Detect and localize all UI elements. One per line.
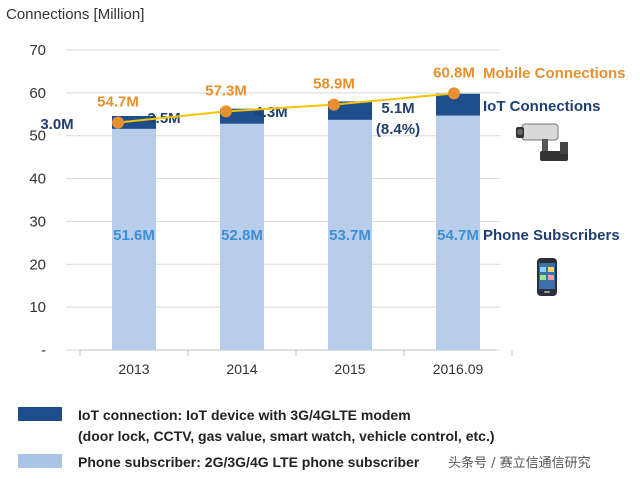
watermark: 头条号 / 赛立信通信研究 bbox=[448, 452, 591, 471]
data-label-mobile: 58.9M bbox=[313, 76, 355, 93]
data-label-phone: 54.7M bbox=[437, 227, 479, 244]
connections-chart: Connections [Million] - 10 20 30 40 50 60 70 2013… bbox=[6, 6, 626, 377]
y-tick-label: 60 bbox=[29, 85, 46, 102]
data-label-iot: 5.1M bbox=[381, 100, 414, 117]
legend-label-iot: IoT connection: IoT device with 3G/4GLTE… bbox=[78, 407, 411, 423]
point-mobile-connections bbox=[328, 98, 340, 111]
y-tick-label: 50 bbox=[29, 128, 46, 145]
legend-label-phone: Phone subscriber: 2G/3G/4G LTE phone sub… bbox=[78, 454, 420, 470]
y-tick-label: 70 bbox=[29, 42, 46, 59]
point-mobile-connections bbox=[220, 105, 232, 118]
data-label-phone: 52.8M bbox=[221, 227, 263, 244]
legend-item-iot: IoT connection: IoT device with 3G/4GLTE… bbox=[18, 405, 495, 447]
bar-phone-subscribers bbox=[112, 128, 156, 350]
data-label-mobile: 57.3M bbox=[205, 82, 247, 99]
data-label-iot-share: (8.4%) bbox=[376, 121, 420, 138]
y-axis-title: Connections [Million] bbox=[6, 6, 144, 23]
data-label-phone: 51.6M bbox=[113, 227, 155, 244]
data-label-mobile: 54.7M bbox=[97, 94, 139, 111]
y-tick-label: - bbox=[41, 342, 46, 359]
legend-swatch-iot bbox=[18, 407, 62, 421]
bar-phone-subscribers bbox=[328, 119, 372, 350]
legend-note-iot: (door lock, CCTV, gas value, smart watch… bbox=[78, 428, 495, 444]
side-label-mobile: Mobile Connections bbox=[483, 65, 626, 82]
data-label-mobile: 60.8M bbox=[433, 64, 475, 81]
side-label-iot: IoT Connections bbox=[483, 98, 601, 115]
x-tick-label: 2013 bbox=[118, 361, 149, 377]
y-tick-label: 40 bbox=[29, 171, 46, 188]
y-tick-label: 10 bbox=[29, 299, 46, 316]
y-tick-label: 30 bbox=[29, 213, 46, 230]
smartphone-icon bbox=[537, 258, 557, 296]
y-tick-label: 20 bbox=[29, 256, 46, 273]
side-label-phone: Phone Subscribers bbox=[483, 227, 620, 244]
data-label-iot: 4.3M bbox=[254, 104, 287, 121]
data-label-phone: 53.7M bbox=[329, 227, 371, 244]
data-label-iot: 3.0M bbox=[40, 116, 73, 133]
x-tick-label: 2015 bbox=[334, 361, 365, 377]
legend-swatch-phone bbox=[18, 454, 62, 468]
cctv-camera-icon bbox=[516, 123, 568, 161]
x-tick-label: 2016.09 bbox=[433, 361, 484, 377]
point-mobile-connections bbox=[112, 116, 124, 129]
bar-iot-connections bbox=[436, 93, 480, 116]
line-mobile-connections bbox=[117, 92, 455, 124]
x-tick-label: 2014 bbox=[226, 361, 257, 377]
legend-item-phone: Phone subscriber: 2G/3G/4G LTE phone sub… bbox=[18, 452, 419, 473]
point-mobile-connections bbox=[448, 87, 460, 100]
bar-phone-subscribers bbox=[220, 123, 264, 350]
bar-phone-subscribers bbox=[436, 115, 480, 350]
